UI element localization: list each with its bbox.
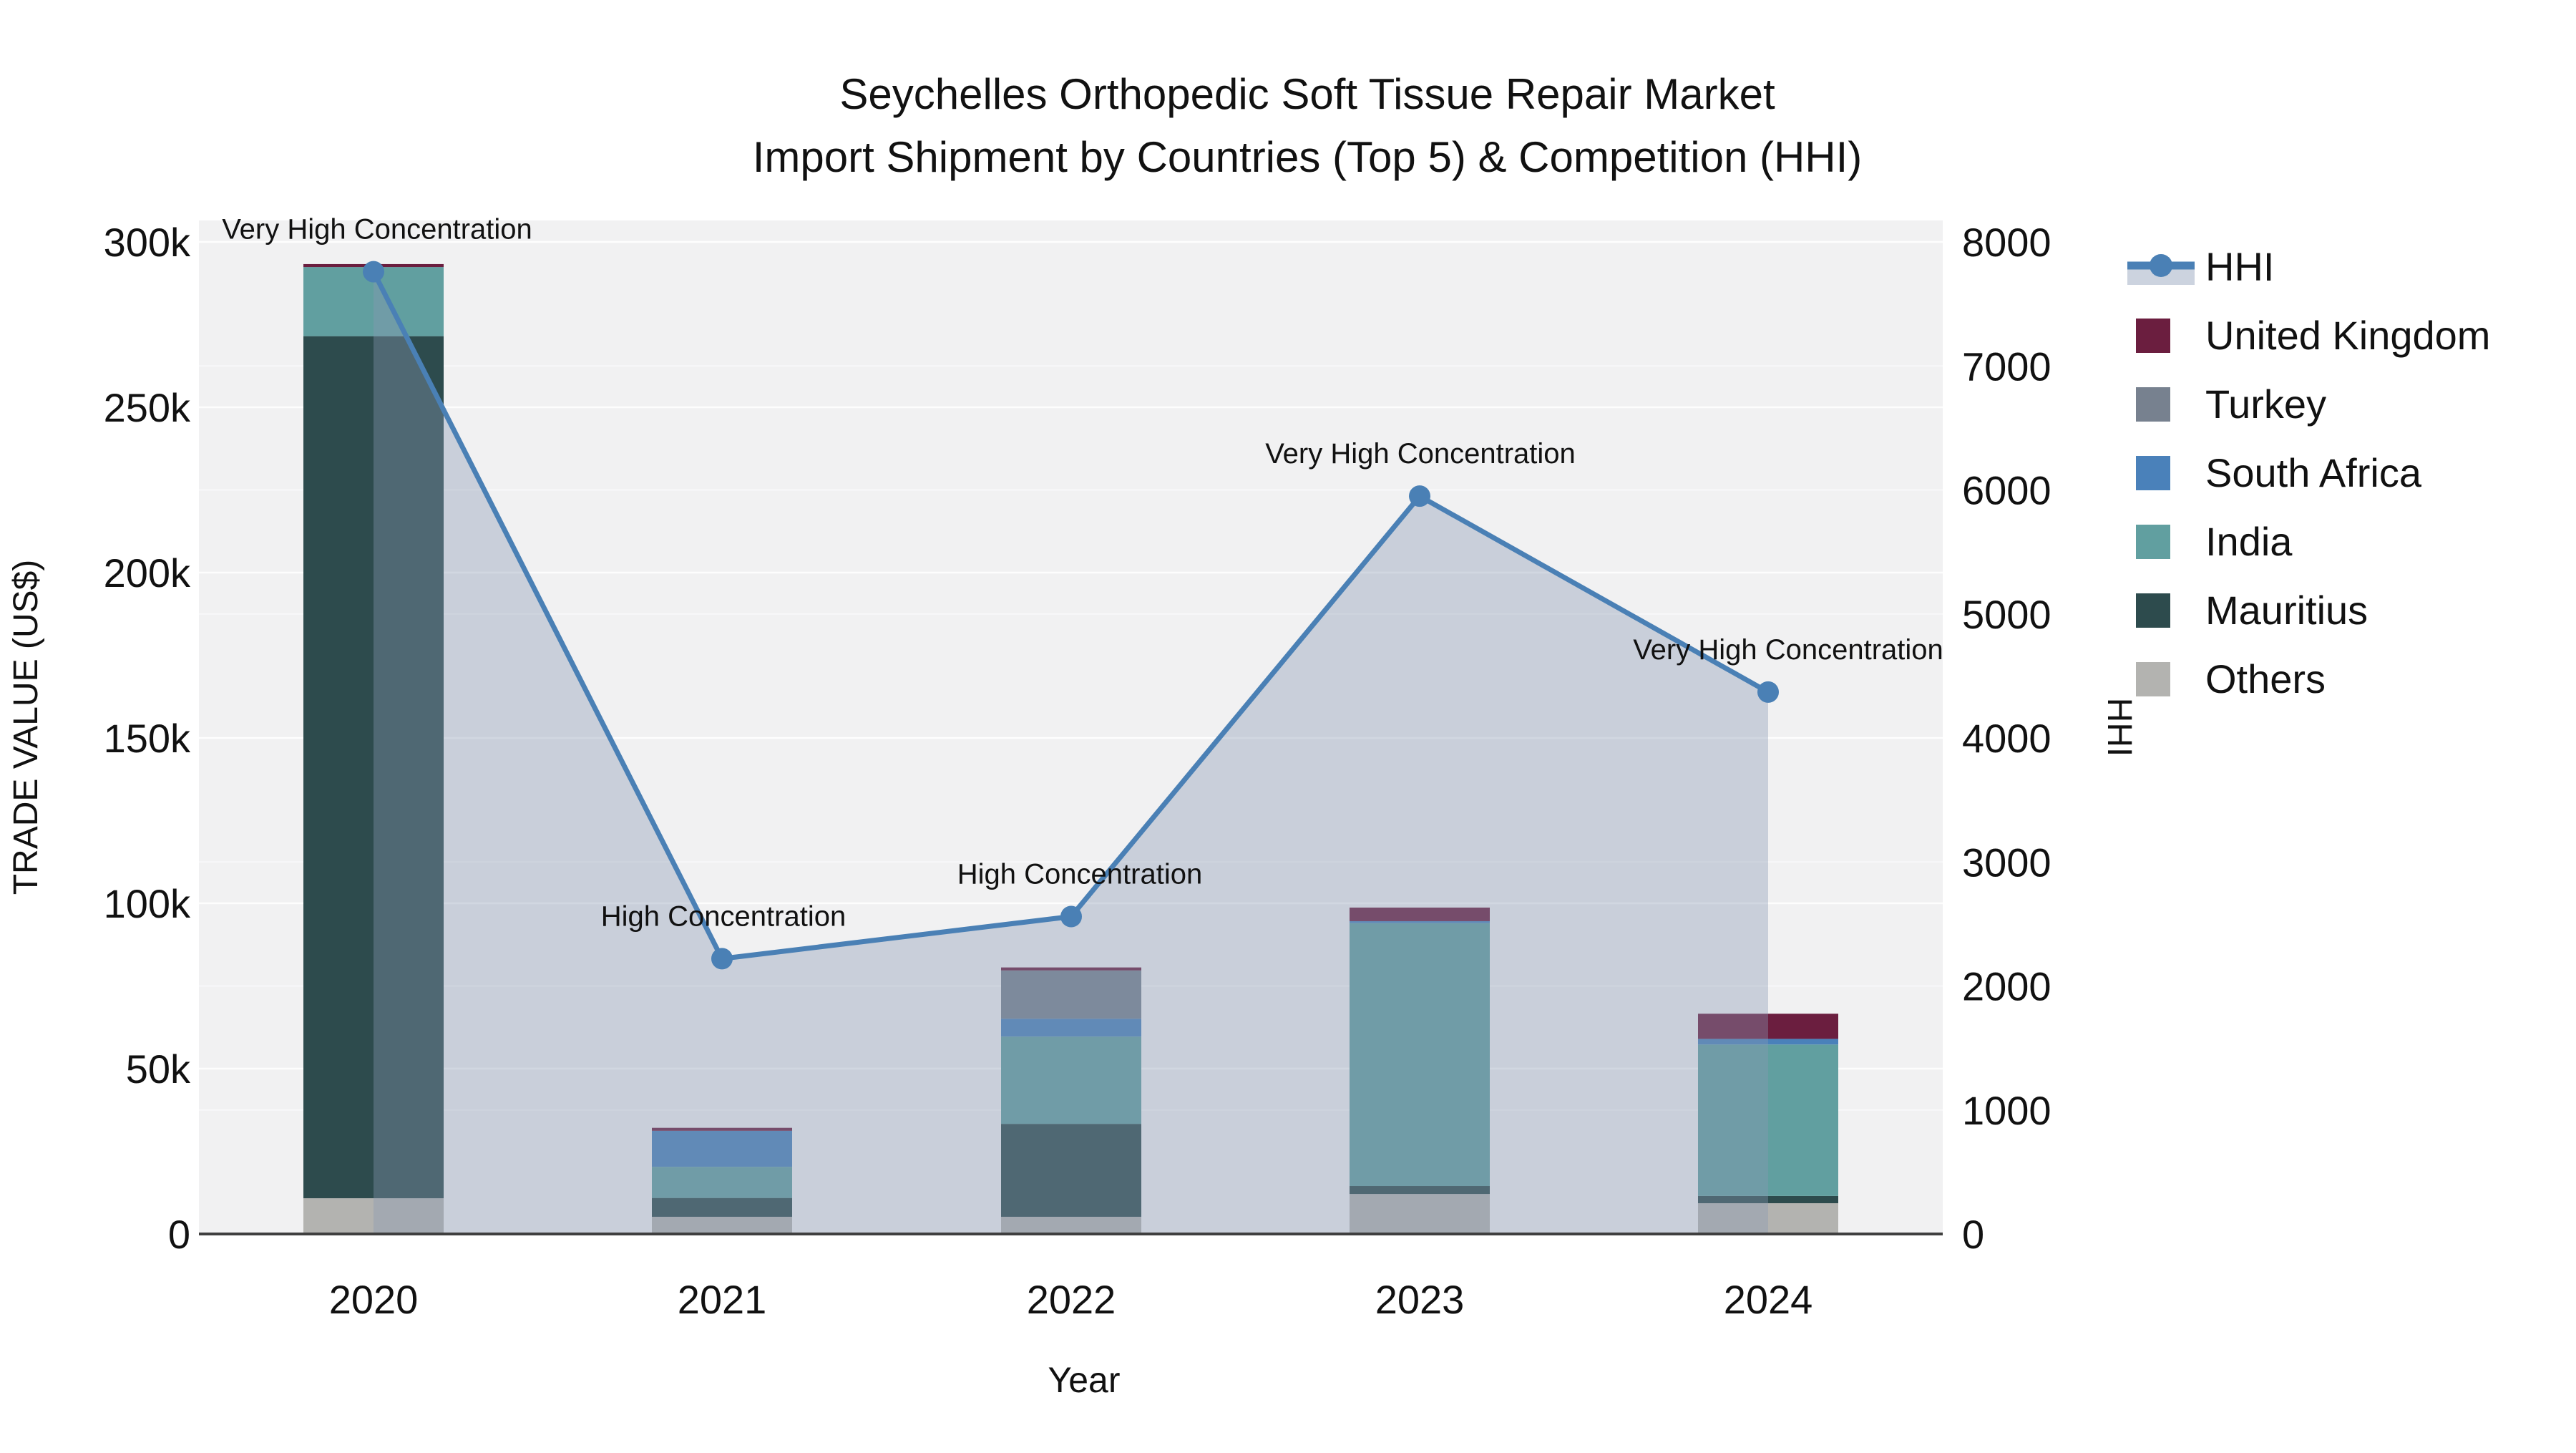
bar-segment-united-kingdom-2024 [1698, 1014, 1838, 1039]
x-axis-title: Year [1048, 1360, 1120, 1400]
legend-label: United Kingdom [2205, 313, 2490, 358]
annotation-label-2024: Very High Concentration [1633, 634, 1943, 666]
bar-segment-others-2020 [303, 1198, 444, 1234]
legend-item-mauritius[interactable]: Mauritius [2136, 588, 2368, 633]
left-tick-label: 0 [168, 1212, 190, 1257]
right-tick-label: 4000 [1962, 716, 2051, 761]
bar-segment-india-2022 [1001, 1036, 1141, 1124]
legend-color-swatch [2136, 593, 2170, 628]
legend-color-swatch [2136, 387, 2170, 422]
hhi-area-fill [374, 271, 1768, 1235]
bar-segment-south-africa-2021 [652, 1130, 792, 1167]
hhi-marker-2020 [363, 261, 384, 283]
x-tick-label-2024: 2024 [1724, 1277, 1813, 1322]
right-tick-label: 3000 [1962, 840, 2051, 885]
annotations: Very High Concentration High Concentratio… [222, 214, 1943, 933]
left-axis-tick-labels: 0 50k 100k 150k 200k 250k 300k [104, 220, 191, 1257]
right-tick-label: 1000 [1962, 1088, 2051, 1133]
right-tick-label: 5000 [1962, 592, 2051, 637]
right-tick-label: 2000 [1962, 964, 2051, 1009]
hhi-marker-swatch [2150, 254, 2172, 277]
annotation-label-2023: Very High Concentration [1265, 438, 1576, 470]
legend-label: Mauritius [2205, 588, 2368, 633]
hhi-markers [363, 261, 1779, 970]
hhi-marker-2021 [711, 948, 733, 970]
legend-label: Others [2205, 656, 2326, 701]
legend-item-hhi[interactable]: HHI [2127, 244, 2274, 289]
left-tick-label: 250k [104, 385, 191, 430]
bar-segment-south-africa-2024 [1698, 1039, 1838, 1045]
hhi-marker-2022 [1060, 905, 1082, 928]
bar-segment-south-africa-2023 [1350, 920, 1490, 923]
right-tick-label: 0 [1962, 1212, 1984, 1257]
x-tick-label-2023: 2023 [1375, 1277, 1465, 1322]
x-tick-label-2021: 2021 [678, 1277, 767, 1322]
left-tick-label: 150k [104, 716, 191, 761]
bar-segment-mauritius-2021 [652, 1197, 792, 1217]
x-axis-tick-labels: 2020 2021 2022 2023 2024 [329, 1277, 1813, 1322]
left-tick-label: 300k [104, 220, 191, 265]
legend-item-india[interactable]: India [2136, 519, 2293, 564]
stacked-bars [303, 263, 1838, 1234]
legend-item-south-africa[interactable]: South Africa [2136, 450, 2422, 495]
bar-segment-mauritius-2023 [1350, 1186, 1490, 1195]
annotation-label-2021: High Concentration [601, 900, 846, 932]
bar-segment-others-2024 [1698, 1203, 1838, 1234]
bar-segment-mauritius-2022 [1001, 1124, 1141, 1217]
bar-segment-mauritius-2024 [1698, 1195, 1838, 1204]
bar-segment-united-kingdom-2021 [652, 1127, 792, 1131]
gridlines [199, 240, 1943, 1111]
legend-item-united-kingdom[interactable]: United Kingdom [2136, 313, 2490, 358]
bar-segment-turkey-2022 [1001, 970, 1141, 1019]
left-tick-label: 100k [104, 881, 191, 926]
left-tick-label: 200k [104, 550, 191, 596]
bar-segment-india-2024 [1698, 1044, 1838, 1196]
chart-title-line1: Seychelles Orthopedic Soft Tissue Repair… [839, 70, 1775, 118]
legend-label: HHI [2205, 244, 2274, 289]
legend-label: South Africa [2205, 450, 2422, 495]
x-tick-label-2022: 2022 [1027, 1277, 1116, 1322]
legend: HHI United Kingdom Turkey South Africa India… [2127, 244, 2490, 701]
bar-segment-india-2023 [1350, 923, 1490, 1187]
bar-segment-united-kingdom-2022 [1001, 967, 1141, 971]
bar-segment-india-2021 [652, 1167, 792, 1198]
bar-segment-mauritius-2020 [303, 336, 444, 1199]
bar-segment-south-africa-2022 [1001, 1019, 1141, 1037]
left-tick-label: 50k [126, 1046, 191, 1092]
legend-color-swatch [2136, 456, 2170, 490]
right-tick-label: 7000 [1962, 344, 2051, 389]
chart-title-line2: Import Shipment by Countries (Top 5) & C… [753, 133, 1863, 181]
bar-segment-united-kingdom-2023 [1350, 908, 1490, 921]
right-tick-label: 6000 [1962, 468, 2051, 513]
annotation-label-2020: Very High Concentration [222, 214, 532, 246]
legend-color-swatch [2136, 319, 2170, 353]
annotation-label-2022: High Concentration [957, 858, 1202, 890]
bar-segment-others-2023 [1350, 1194, 1490, 1234]
bar-segment-others-2021 [652, 1216, 792, 1234]
legend-item-others[interactable]: Others [2136, 656, 2326, 701]
legend-color-swatch [2136, 525, 2170, 559]
x-tick-label-2020: 2020 [329, 1277, 419, 1322]
legend-color-swatch [2136, 662, 2170, 696]
right-axis-title: HHI [2100, 698, 2138, 757]
left-axis-title: TRADE VALUE (US$) [7, 560, 45, 895]
right-axis-tick-labels: 0 1000 2000 3000 4000 5000 6000 7000 8000 [1962, 220, 2051, 1257]
legend-label: Turkey [2205, 382, 2326, 427]
legend-label: India [2205, 519, 2293, 564]
bar-segment-others-2022 [1001, 1216, 1141, 1234]
legend-item-turkey[interactable]: Turkey [2136, 382, 2326, 427]
hhi-marker-2023 [1409, 485, 1430, 507]
right-tick-label: 8000 [1962, 220, 2051, 265]
hhi-marker-2024 [1757, 681, 1779, 703]
